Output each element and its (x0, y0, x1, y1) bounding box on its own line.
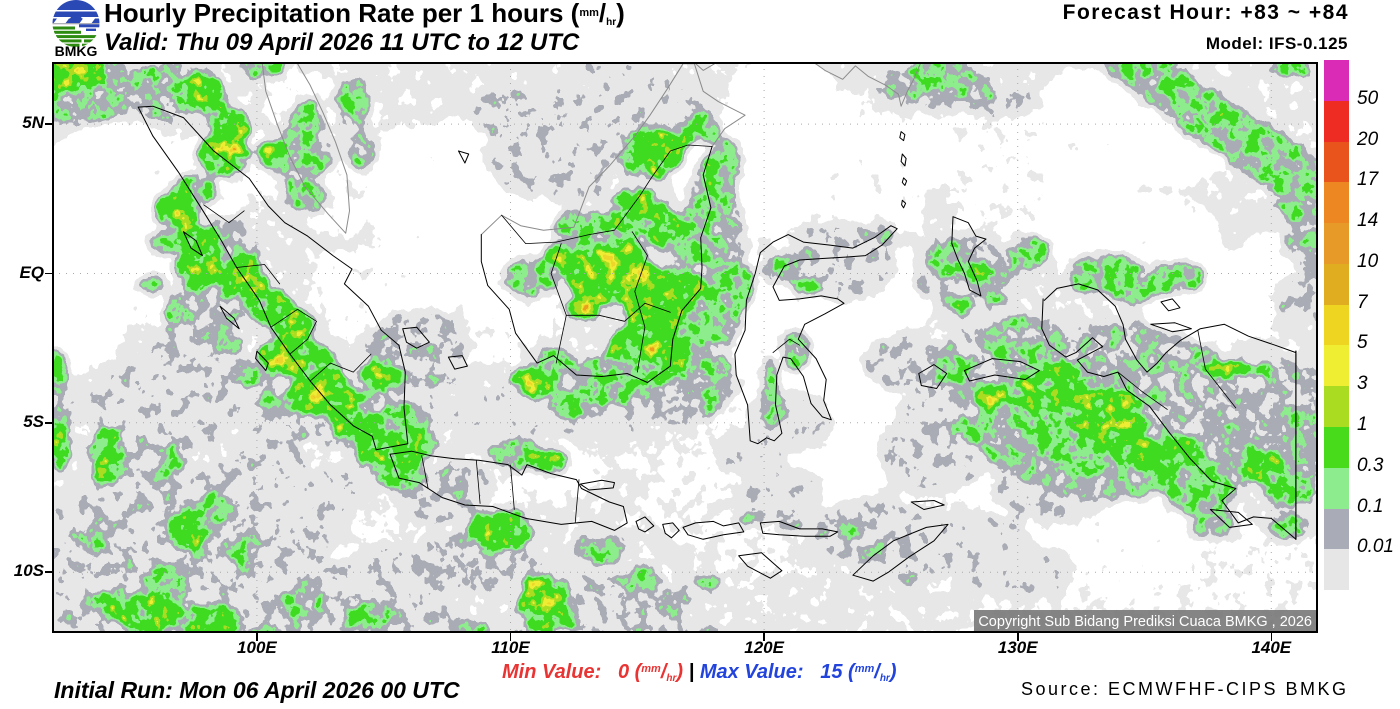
svg-text:Copyright Sub Bidang Prediksi: Copyright Sub Bidang Prediksi Cuaca BMKG… (978, 614, 1312, 630)
